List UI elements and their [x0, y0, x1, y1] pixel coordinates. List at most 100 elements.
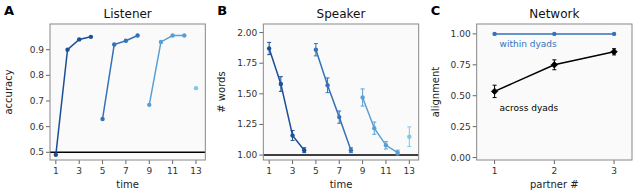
x-tick-label: 7 [336, 166, 342, 176]
point [349, 148, 353, 152]
x-tick-label: 3 [611, 166, 617, 176]
y-tick-label: 0.25 [451, 122, 471, 132]
x-tick-label: 2 [551, 166, 557, 176]
point [65, 47, 69, 51]
data-group [491, 32, 617, 98]
y-tick-label: 1.00 [237, 150, 257, 160]
error-cap [279, 91, 283, 92]
error-bar [291, 131, 295, 141]
error-bar [326, 78, 330, 93]
error-bar [302, 148, 306, 153]
error-cap [407, 126, 411, 127]
error-cap [372, 122, 376, 123]
x-tick [315, 160, 316, 164]
title: Network [529, 7, 579, 21]
point [492, 32, 496, 36]
point [267, 46, 271, 50]
reference-line [50, 152, 205, 154]
point [89, 35, 93, 39]
error-cap [279, 76, 283, 77]
x-tick-label: 11 [167, 166, 178, 176]
y-tick-label: 0.7 [30, 96, 44, 106]
series-labels: within dyadsacross dyads [500, 39, 559, 113]
x-tick [269, 160, 270, 164]
x-tick-label: 1 [492, 166, 498, 176]
point [384, 143, 388, 147]
x-tick [195, 160, 196, 164]
series-line [363, 98, 398, 153]
series-line [495, 52, 614, 92]
plot-area [477, 24, 632, 160]
x-tick [292, 160, 293, 164]
x-tick [79, 160, 80, 164]
point [135, 33, 139, 37]
error-cap [337, 123, 341, 124]
point [290, 133, 294, 137]
x-tick-label: 1 [53, 166, 59, 176]
error-bar [384, 142, 388, 149]
series-line [316, 50, 351, 150]
error-bar [349, 148, 353, 153]
point [170, 33, 174, 37]
point [314, 48, 318, 52]
y-tick-label: 0.75 [451, 60, 471, 70]
data-group [263, 42, 418, 155]
y-tick [46, 100, 50, 101]
x-tick [494, 160, 495, 164]
point [112, 42, 116, 46]
point [395, 150, 399, 154]
error-bar [267, 42, 271, 54]
panel: 1357911130.50.60.70.80.9timeaccuracyList… [3, 3, 205, 190]
panel-label: A [4, 3, 14, 18]
error-bar [361, 89, 365, 106]
y-tick-label: 0.6 [30, 122, 45, 132]
x-tick [385, 160, 386, 164]
x-tick [339, 160, 340, 164]
x-tick [614, 160, 615, 164]
error-cap [552, 69, 556, 70]
y-tick-label: 1.00 [451, 29, 471, 39]
y-tick [259, 93, 263, 94]
y-tick-label: 1.50 [237, 89, 257, 99]
point [337, 115, 341, 119]
x-tick [409, 160, 410, 164]
error-cap [267, 54, 271, 55]
x-tick-label: 11 [380, 166, 391, 176]
y-tick [259, 155, 263, 156]
error-bar [279, 77, 283, 92]
error-cap [326, 77, 330, 78]
title: Listener [104, 7, 152, 21]
error-cap [291, 140, 295, 141]
x-tick-label: 7 [123, 166, 129, 176]
point [54, 153, 58, 157]
point [159, 40, 163, 44]
error-bar [372, 122, 376, 134]
reference-line [263, 154, 418, 156]
x-axis-label: time [116, 179, 139, 190]
y-tick [46, 152, 50, 153]
y-tick [46, 49, 50, 50]
plot-area [50, 24, 205, 160]
error-cap [314, 43, 318, 44]
x-tick [149, 160, 150, 164]
panel: 1230.000.250.500.751.00partner #alignmen… [430, 3, 632, 190]
panel-label: C [431, 3, 441, 18]
figure: 1357911130.50.60.70.80.9timeaccuracyList… [0, 0, 640, 194]
error-cap [361, 88, 365, 89]
y-tick [259, 63, 263, 64]
series-line [269, 49, 304, 151]
x-tick-label: 9 [146, 166, 152, 176]
x-tick-label: 5 [313, 166, 319, 176]
x-tick-label: 13 [404, 166, 415, 176]
error-cap [384, 148, 388, 149]
y-tick-label: 0.5 [30, 147, 44, 157]
error-cap [267, 42, 271, 43]
y-tick-label: 1.75 [237, 58, 257, 68]
error-bar [407, 127, 411, 147]
point [612, 32, 616, 36]
plot-frame [263, 24, 418, 160]
x-tick-label: 3 [290, 166, 296, 176]
y-tick-label: 1.25 [237, 119, 257, 129]
x-axis-label: time [330, 179, 353, 190]
error-cap [407, 146, 411, 147]
